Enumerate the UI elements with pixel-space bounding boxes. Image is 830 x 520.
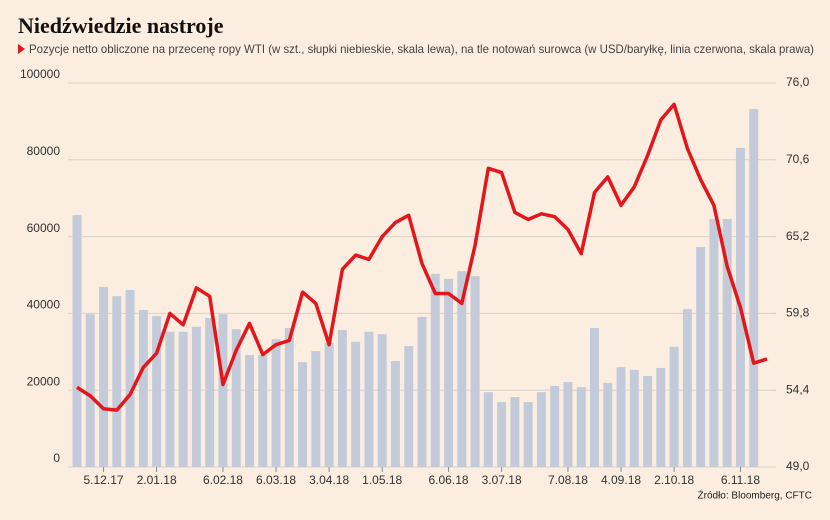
bar	[629, 369, 639, 467]
y-tick-label: 40000	[27, 298, 61, 312]
bar	[550, 385, 560, 467]
bar	[536, 392, 546, 467]
x-tick-label: 7.08.18	[548, 473, 588, 487]
y-tick-label: 100000	[20, 67, 60, 81]
bar	[722, 218, 732, 467]
bar	[669, 346, 679, 467]
y-tick-label: 0	[53, 451, 60, 465]
bar	[364, 331, 374, 467]
bar	[205, 318, 215, 467]
y2-tick-label: 54,4	[786, 382, 810, 396]
bar	[523, 402, 533, 467]
bar	[616, 367, 626, 467]
bar	[284, 327, 294, 467]
source: Źródło: Bloomberg, CFTC	[698, 489, 812, 502]
bar	[682, 309, 692, 467]
bar	[112, 296, 122, 467]
x-tick-label: 5.12.17	[84, 473, 124, 487]
chart-subtitle: Pozycje netto obliczone na przecenę ropy…	[29, 42, 814, 56]
x-tick-label: 4.09.18	[601, 473, 641, 487]
bar	[165, 331, 175, 467]
bar	[656, 367, 666, 467]
x-tick-label: 2.01.18	[137, 473, 177, 487]
bar	[178, 331, 188, 467]
bar	[563, 382, 573, 467]
bar	[497, 402, 507, 467]
x-tick-label: 1.05.18	[362, 473, 402, 487]
y2-tick-label: 59,8	[786, 306, 810, 320]
bar	[603, 382, 613, 467]
bar	[72, 215, 82, 467]
x-tick-label: 3.07.18	[482, 473, 522, 487]
bar	[457, 271, 467, 467]
bar	[258, 354, 268, 467]
bar	[643, 375, 653, 467]
bar	[351, 341, 361, 467]
bar	[417, 316, 427, 467]
bar	[152, 316, 162, 467]
y2-tick-label: 76,0	[786, 75, 810, 89]
bar	[483, 392, 493, 467]
bar	[85, 314, 95, 467]
bar	[696, 246, 706, 467]
bar	[337, 329, 347, 467]
bar	[390, 361, 400, 467]
y2-tick-label: 49,0	[786, 459, 810, 473]
bar	[590, 327, 599, 467]
y-tick-label: 20000	[27, 374, 61, 388]
bar	[510, 397, 520, 467]
bar	[218, 314, 228, 467]
bar	[138, 309, 148, 467]
bar	[377, 334, 387, 467]
bar	[271, 339, 281, 467]
y2-tick-label: 70,6	[786, 152, 810, 166]
bar	[99, 286, 109, 467]
bar	[298, 362, 308, 467]
bar	[430, 273, 440, 467]
x-tick-label: 3.04.18	[309, 473, 349, 487]
y-tick-label: 80000	[27, 144, 61, 158]
bar	[311, 351, 321, 467]
bar	[470, 276, 480, 467]
y2-tick-label: 65,2	[786, 229, 810, 243]
bar	[444, 278, 454, 467]
bar	[324, 342, 334, 467]
x-tick-label: 6.11.18	[721, 473, 760, 487]
bar	[709, 218, 719, 467]
x-tick-label: 6.03.18	[256, 473, 296, 487]
subtitle-marker	[18, 44, 25, 54]
bar	[125, 289, 135, 467]
x-tick-label: 6.06.18	[429, 473, 469, 487]
bar	[576, 387, 586, 467]
bar	[231, 329, 241, 467]
bar	[404, 346, 414, 467]
line	[76, 102, 768, 412]
bar	[245, 354, 254, 467]
bar	[191, 326, 201, 467]
bar	[749, 109, 759, 467]
x-tick-label: 2.10.18	[654, 473, 694, 487]
x-tick-label: 6.02.18	[203, 473, 243, 487]
y-tick-label: 60000	[27, 221, 61, 235]
chart-title: Niedźwiedzie nastroje	[18, 13, 224, 38]
